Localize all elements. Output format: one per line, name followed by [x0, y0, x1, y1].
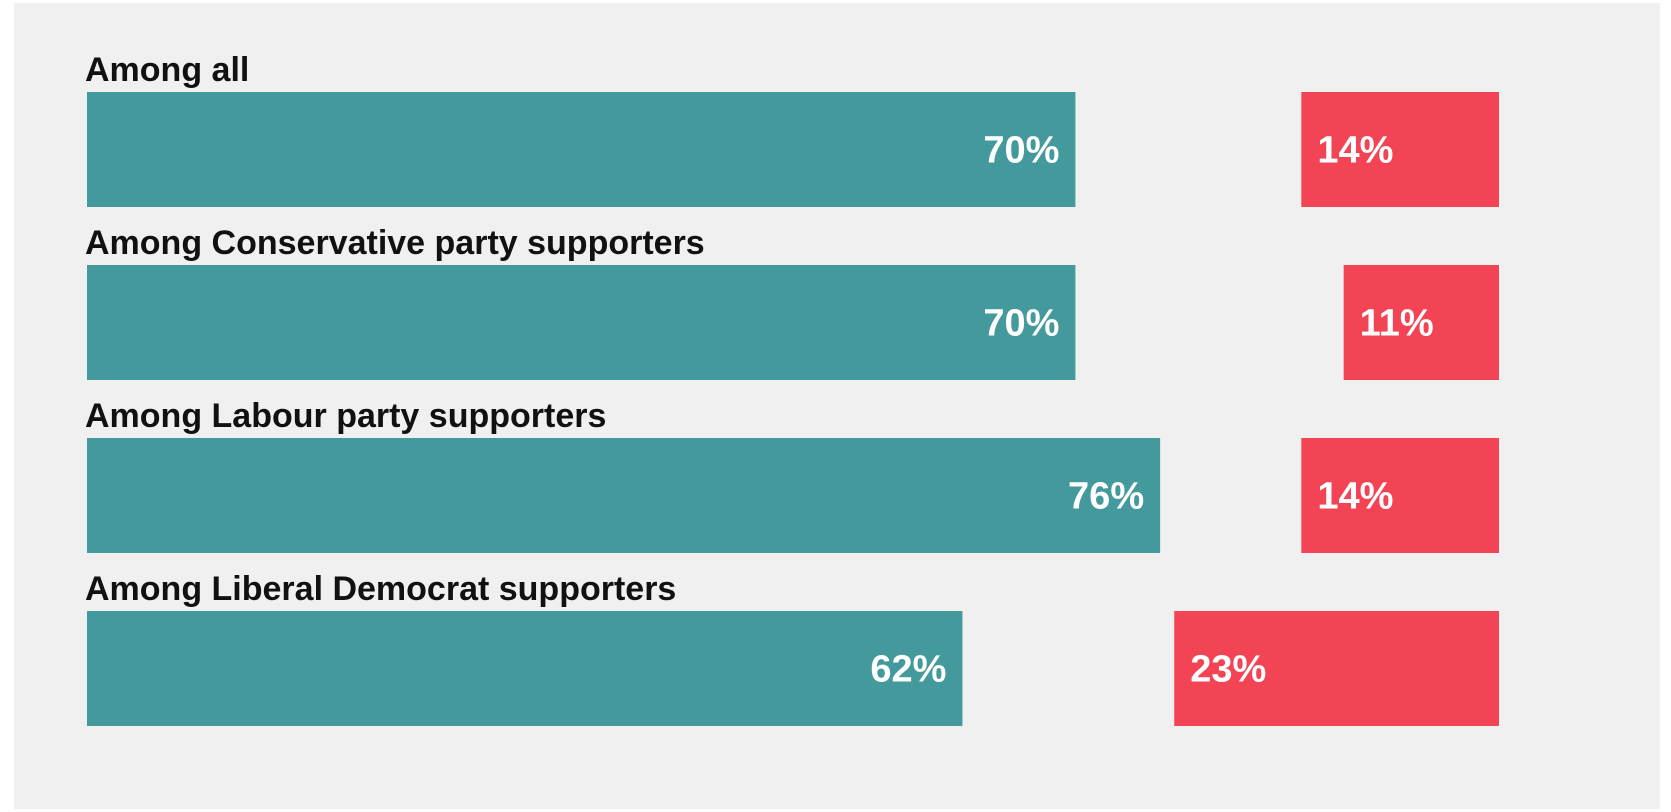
positive-bar: [87, 438, 1161, 553]
category-label: Among Labour party supporters: [85, 397, 606, 435]
positive-value-label: 70%: [983, 303, 1059, 345]
positive-bar: [87, 265, 1076, 380]
negative-value-label: 14%: [1317, 476, 1393, 518]
category-row: Among Liberal Democrat supporters 62% 23%: [85, 570, 1499, 726]
negative-bar: [1174, 611, 1499, 726]
positive-value-label: 76%: [1068, 476, 1144, 518]
negative-bar: [1301, 92, 1499, 207]
negative-value-label: 14%: [1317, 130, 1393, 172]
category-row: Among all 70% 14%: [85, 51, 1499, 207]
category-row: Among Conservative party supporters 70% 11…: [85, 224, 1499, 380]
negative-bar: [1343, 265, 1499, 380]
positive-value-label: 70%: [983, 130, 1059, 172]
positive-bar: [87, 92, 1076, 207]
negative-value-label: 11%: [1360, 303, 1434, 345]
category-label: Among all: [85, 51, 249, 89]
negative-bar: [1301, 438, 1499, 553]
bar-chart: Among all 70% 14% Among Conservative party …: [85, 51, 1499, 726]
category-label: Among Liberal Democrat supporters: [85, 570, 676, 608]
category-label: Among Conservative party supporters: [85, 224, 705, 262]
positive-bar: [87, 611, 963, 726]
positive-value-label: 62%: [870, 649, 946, 691]
negative-value-label: 23%: [1190, 649, 1266, 691]
chart-panel: Among all 70% 14% Among Conservative party …: [14, 3, 1660, 809]
category-row: Among Labour party supporters 76% 14%: [85, 397, 1499, 553]
